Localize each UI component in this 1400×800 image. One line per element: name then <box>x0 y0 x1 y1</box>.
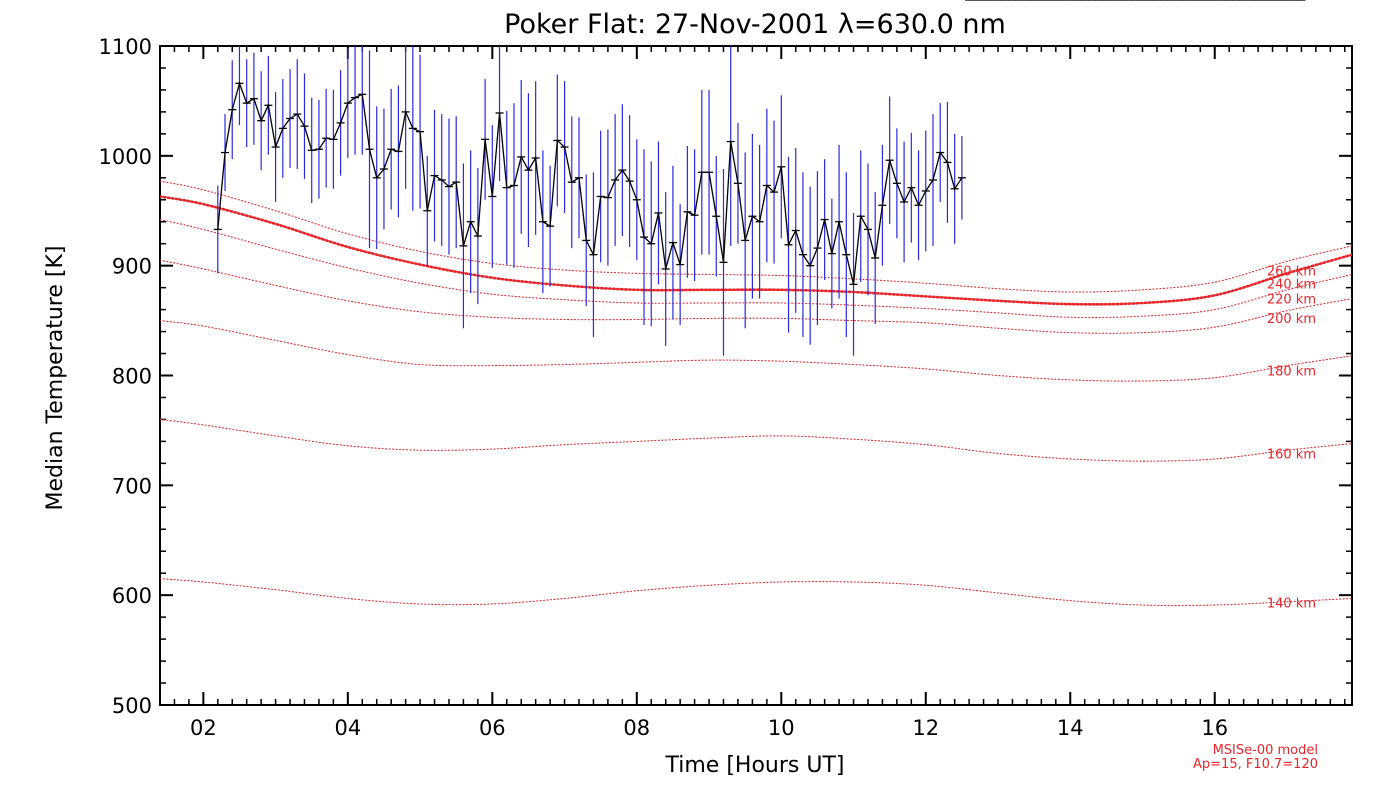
y-tick-label: 1100 <box>99 35 152 59</box>
model-curve-200-km <box>160 259 1352 334</box>
model-curve-140-km <box>160 578 1352 607</box>
x-tick-label: 08 <box>623 716 650 740</box>
plot-frame <box>159 45 1353 706</box>
model-note-line2: Ap=15, F10.7=120 <box>1193 757 1318 772</box>
x-tick-label: 02 <box>190 716 217 740</box>
plot-area: 02 04 06 08 10 12 14 16 500 600 700 800 900 1000 1100 1… <box>99 0 1353 740</box>
model-label-220-km: 220 km <box>1267 293 1316 308</box>
x-tick-label: 14 <box>1057 716 1084 740</box>
model-note-line1: MSISe-00 model <box>1213 743 1318 758</box>
x-tick-label: 12 <box>912 716 939 740</box>
y-tick-label: 500 <box>112 694 152 718</box>
y-tick-label: 900 <box>112 255 152 279</box>
x-tick-label: 10 <box>768 716 795 740</box>
model-curve-160-km <box>160 418 1352 462</box>
x-tick-label: 16 <box>1201 716 1228 740</box>
measured-line <box>217 81 963 285</box>
y-tick-label: 700 <box>112 474 152 498</box>
y-axis-label: Median Temperature [K] <box>43 246 68 511</box>
x-tick-label: 04 <box>334 716 361 740</box>
model-curve-260-km <box>160 180 1352 293</box>
model-label-260-km: 260 km <box>1267 265 1316 280</box>
y-tick-label: 1000 <box>99 145 152 169</box>
model-label-240-km: 240 km <box>1267 277 1316 292</box>
x-axis-label: Time [Hours UT] <box>665 753 845 778</box>
model-curve-220-km <box>160 218 1352 319</box>
model-curve-180-km <box>160 320 1352 382</box>
model-label-160-km: 160 km <box>1267 448 1316 463</box>
model-curve-240-km <box>160 195 1352 306</box>
model-label-180-km: 180 km <box>1267 365 1316 380</box>
model-label-140-km: 140 km <box>1267 596 1316 611</box>
y-tick-label: 600 <box>112 584 152 608</box>
chart-title: Poker Flat: 27-Nov-2001 λ=630.0 nm <box>504 9 1006 40</box>
model-label-200-km: 200 km <box>1267 312 1316 327</box>
x-tick-label: 06 <box>479 716 506 740</box>
y-tick-label: 800 <box>112 365 152 389</box>
